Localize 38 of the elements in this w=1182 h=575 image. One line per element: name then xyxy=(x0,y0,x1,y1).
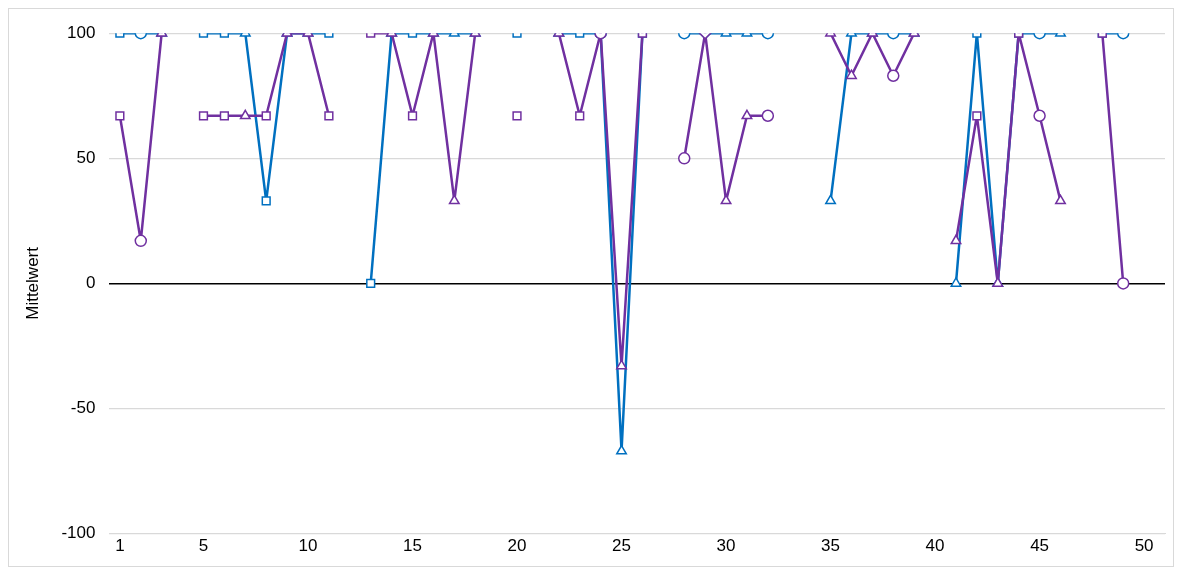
point xyxy=(261,196,271,206)
x-tick-label: 25 xyxy=(612,536,631,556)
x-tick-label: 45 xyxy=(1030,536,1050,556)
point xyxy=(950,234,962,245)
x-tick-label: 10 xyxy=(298,536,318,556)
point xyxy=(261,111,271,121)
point xyxy=(366,278,376,289)
point xyxy=(115,111,125,121)
point xyxy=(677,152,691,165)
point xyxy=(575,111,585,121)
y-tick-label: 50 xyxy=(76,147,96,167)
point xyxy=(512,111,522,121)
point xyxy=(198,111,209,121)
point xyxy=(761,109,775,123)
x-tick-label: 15 xyxy=(403,536,422,556)
x-tick-label: 20 xyxy=(507,536,527,556)
y-tick-label: -100 xyxy=(61,523,96,543)
y-tick-label: 100 xyxy=(67,22,96,42)
x-tick-label: 35 xyxy=(821,536,841,556)
point xyxy=(1116,277,1130,290)
x-tick-label: 5 xyxy=(198,536,209,556)
point xyxy=(950,277,962,287)
point xyxy=(134,234,148,248)
point xyxy=(219,111,230,121)
y-tick-label: -50 xyxy=(70,398,96,418)
y-tick-label: 0 xyxy=(85,273,96,293)
point xyxy=(1033,109,1046,123)
y-axis-title: Mittelwert xyxy=(22,246,42,320)
x-tick-label: 40 xyxy=(925,536,945,556)
point xyxy=(324,111,334,121)
point xyxy=(407,111,418,121)
x-tick-label: 1 xyxy=(115,536,125,556)
point xyxy=(887,69,900,82)
point xyxy=(972,111,982,121)
point xyxy=(1054,194,1066,205)
x-tick-label: 50 xyxy=(1134,536,1154,556)
point xyxy=(825,194,837,205)
x-tick-label: 30 xyxy=(716,536,736,556)
